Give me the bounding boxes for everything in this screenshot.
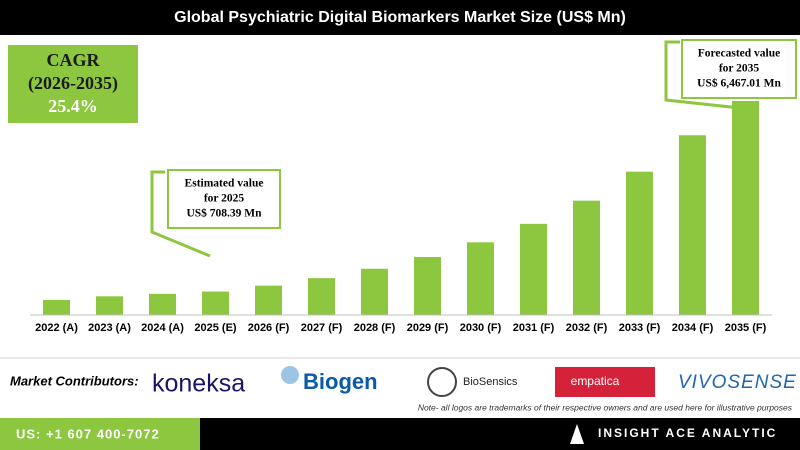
bar xyxy=(573,200,600,315)
bar xyxy=(43,299,70,315)
cagr-box xyxy=(8,45,138,123)
callout-box xyxy=(167,169,281,229)
bar xyxy=(149,293,176,315)
callout-text: Forecasted value xyxy=(698,48,781,60)
x-tick-label: 2031 (F) xyxy=(513,322,555,334)
footer-brand: INSIGHT ACE ANALYTIC xyxy=(598,426,777,440)
plot-area: 2022 (A) 2023 (A) 2024 (A) 2025 (E) 2026 (F)… xyxy=(35,101,767,334)
logo: koneksa xyxy=(152,370,245,398)
title-bar xyxy=(0,0,800,35)
x-tick-label: 2030 (F) xyxy=(460,322,502,334)
callout-connector xyxy=(150,170,211,258)
x-tick-label: 2027 (F) xyxy=(301,322,343,334)
callout-text: for 2035 xyxy=(719,63,760,75)
bar xyxy=(308,278,335,315)
x-tick-label: 2022 (A) xyxy=(35,322,78,334)
logo: empatica xyxy=(571,374,620,388)
bar xyxy=(255,285,282,315)
x-tick-label: 2023 (A) xyxy=(88,322,131,334)
footer-phone: US: +1 607 400-7072 xyxy=(16,426,160,441)
cagr-label: CAGR xyxy=(47,50,101,70)
bar xyxy=(626,171,653,315)
logo-box xyxy=(555,367,655,397)
x-tick-label: 2032 (F) xyxy=(566,322,608,334)
x-tick-label: 2029 (F) xyxy=(407,322,449,334)
logo-icon xyxy=(427,367,457,397)
bar xyxy=(732,101,759,315)
bar xyxy=(520,223,547,315)
callout-text: for 2025 xyxy=(204,193,245,205)
x-tick-label: 2028 (F) xyxy=(354,322,396,334)
callout-box xyxy=(681,39,797,99)
bar xyxy=(202,291,229,315)
callout-text: Estimated value xyxy=(185,178,264,190)
x-tick-label: 2033 (F) xyxy=(619,322,661,334)
callout-connector xyxy=(664,40,741,110)
cagr-period: (2026-2035) xyxy=(28,73,118,94)
x-tick-label: 2035 (F) xyxy=(725,322,767,334)
bar xyxy=(361,268,388,315)
brand-icon xyxy=(570,424,584,444)
x-tick-label: 2034 (F) xyxy=(672,322,714,334)
logo-icon xyxy=(281,366,299,384)
bar xyxy=(679,135,706,315)
logo: VIVOSENSE xyxy=(678,372,797,393)
x-tick-label: 2026 (F) xyxy=(248,322,290,334)
bar xyxy=(467,242,494,315)
callout-text: US$ 6,467.01 Mn xyxy=(697,77,781,90)
chart-title: Global Psychiatric Digital Biomarkers Ma… xyxy=(174,9,626,26)
note: Note- all logos are trademarks of their … xyxy=(418,402,793,412)
logo: BioSensics xyxy=(463,376,518,388)
cagr-value: 25.4% xyxy=(48,96,98,116)
bar xyxy=(96,296,123,315)
contributors-label: Market Contributors: xyxy=(10,373,139,388)
x-tick-label: 2025 (E) xyxy=(194,322,237,334)
logo: Biogen xyxy=(303,369,378,394)
callout-text: US$ 708.39 Mn xyxy=(186,207,262,220)
x-tick-label: 2024 (A) xyxy=(141,322,184,334)
bar xyxy=(414,257,441,315)
footer-phone-box xyxy=(0,418,200,450)
